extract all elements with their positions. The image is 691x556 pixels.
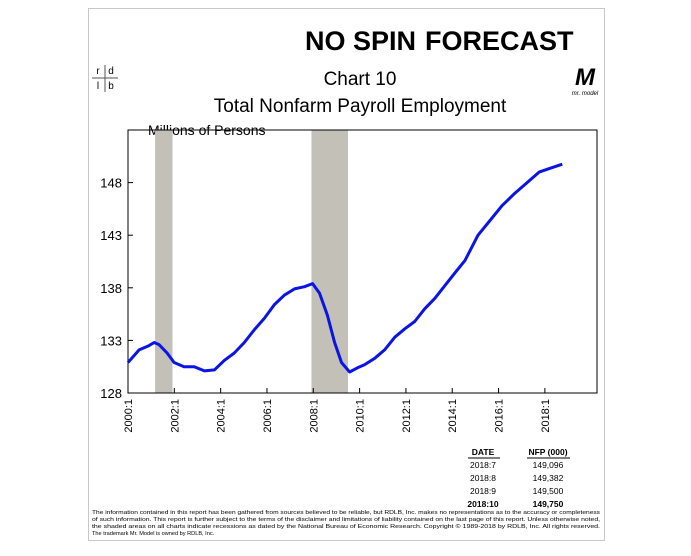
y-tick-label: 143: [100, 228, 122, 243]
x-tick-label: 2004:1: [216, 399, 228, 433]
table-cell: 149,382: [533, 473, 564, 483]
x-tick-label: 2018:1: [540, 399, 552, 433]
table-cell: 149,750: [533, 499, 564, 509]
model-caption: mr. model: [572, 91, 599, 97]
footer-text: of such information. This report is furt…: [92, 517, 601, 523]
table-header: NFP (000): [528, 447, 567, 457]
x-tick-label: 2010:1: [355, 399, 367, 433]
footer-text: The trademark Mr. Model is owned by RDLB…: [92, 531, 215, 537]
logo-letter: r: [96, 66, 100, 77]
data-line: [126, 162, 563, 374]
chart-subtitle: Total Nonfarm Payroll Employment: [214, 96, 507, 117]
x-tick-label: 2014:1: [447, 399, 459, 433]
brand-left: NO SPIN: [305, 26, 416, 56]
logo-letter: d: [108, 66, 114, 77]
x-tick-label: 2008:1: [308, 399, 320, 433]
model-logo: M: [575, 64, 596, 91]
table-cell: 2018:8: [470, 473, 496, 483]
table-cell: 2018:9: [470, 486, 496, 496]
y-tick-label: 138: [100, 281, 122, 296]
frame: [88, 8, 605, 541]
recession-shade: [155, 130, 173, 393]
y-tick-label: 133: [100, 333, 122, 348]
y-tick-label: 128: [100, 386, 122, 401]
table-cell: 2018:7: [470, 460, 496, 470]
brand-right: FORECAST: [425, 26, 574, 56]
footer-text: The information contained in this report…: [92, 510, 600, 516]
y-tick-label: 148: [100, 176, 122, 191]
x-tick-label: 2006:1: [262, 399, 274, 433]
footer-text: the shaded areas on all charts indicate …: [92, 523, 601, 530]
x-tick-label: 2016:1: [494, 399, 506, 433]
table-header: DATE: [472, 447, 495, 457]
table-cell: 149,500: [533, 486, 564, 496]
table-cell: 149,096: [533, 460, 564, 470]
chart-title: Chart 10: [324, 69, 397, 90]
rdlb-logo: [92, 65, 118, 92]
logo-letter: l: [97, 81, 99, 92]
x-tick-label: 2000:1: [123, 399, 135, 433]
plot-area: [127, 129, 598, 394]
x-tick-label: 2002:1: [169, 399, 181, 433]
table-cell: 2018:10: [467, 499, 498, 509]
x-tick-label: 2012:1: [401, 399, 413, 433]
logo-letter: b: [108, 81, 114, 92]
recession-shade: [311, 130, 349, 393]
